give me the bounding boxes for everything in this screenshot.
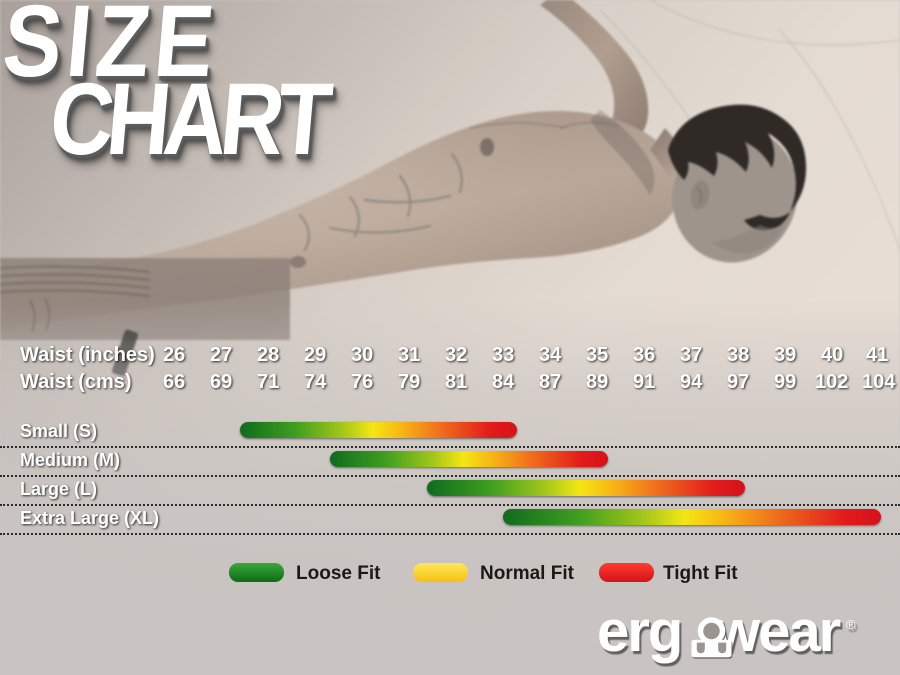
svg-text:erg: erg xyxy=(597,599,681,664)
svg-text:wear: wear xyxy=(714,599,841,664)
svg-text:®: ® xyxy=(846,617,856,632)
